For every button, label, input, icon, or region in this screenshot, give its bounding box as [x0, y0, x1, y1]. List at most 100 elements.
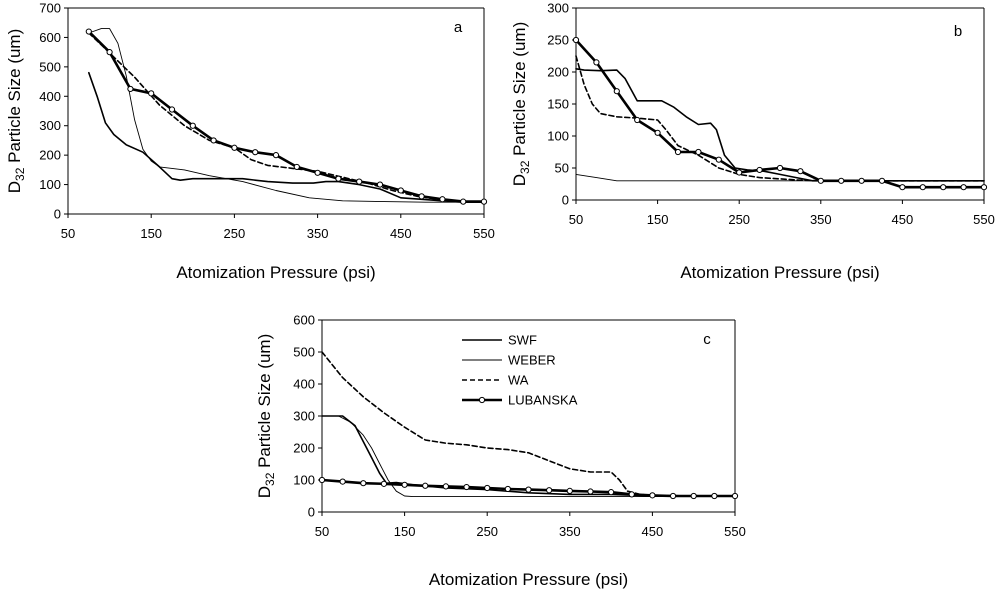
- series-marker-lubanska: [711, 492, 718, 500]
- x-axis-title: Atomization Pressure (psi): [429, 570, 628, 589]
- series-marker-lubanska: [85, 28, 92, 35]
- y-tick-label: 500: [39, 59, 61, 74]
- y-tick-label: 0: [308, 505, 315, 520]
- series-marker-lubanska: [695, 148, 702, 156]
- series-marker-lubanska: [634, 116, 641, 124]
- series-marker-lubanska: [858, 177, 865, 184]
- y-axis-title-prefix: D: [5, 181, 24, 193]
- x-tick-label: 350: [559, 524, 581, 539]
- series-marker-lubanska: [669, 492, 677, 500]
- series-line-swf: [575, 68, 985, 182]
- x-tick-label: 150: [140, 226, 162, 241]
- series-marker-lubanska: [504, 485, 511, 493]
- series-line-wa: [88, 32, 485, 203]
- x-tick-label: 50: [569, 212, 583, 227]
- series-marker-lubanska: [654, 129, 661, 136]
- y-axis-title-subscript: 32: [263, 472, 277, 486]
- x-tick-label: 550: [973, 212, 995, 227]
- series-line-weber: [575, 173, 985, 182]
- y-tick-label: 100: [547, 129, 569, 144]
- series-line-wa: [321, 351, 736, 497]
- x-tick-label: 150: [647, 212, 669, 227]
- panel-label: c: [703, 331, 711, 348]
- series-marker-lubanska: [463, 483, 470, 491]
- series-line-weber: [88, 28, 485, 203]
- series-marker-lubanska: [731, 492, 739, 500]
- x-tick-label: 450: [390, 226, 412, 241]
- x-tick-label: 50: [315, 524, 329, 539]
- y-tick-label: 100: [39, 177, 61, 192]
- series-marker-lubanska: [380, 480, 388, 487]
- x-tick-label: 250: [224, 226, 246, 241]
- y-axis-title-suffix: Particle Size (um): [510, 22, 529, 161]
- y-tick-label: 0: [54, 207, 61, 222]
- y-tick-label: 500: [293, 345, 315, 360]
- chart-panel-c: 0 100 200 300 400 500 600 50 150 250 350 450 550 Atom…: [255, 313, 746, 590]
- series-marker-lubanska: [252, 149, 259, 156]
- y-tick-label: 200: [547, 65, 569, 80]
- series-marker-lubanska: [480, 198, 488, 205]
- series-marker-lubanska: [736, 169, 743, 176]
- y-axis-title: D32 Particle Size (um): [255, 334, 277, 499]
- y-axis-title-prefix: D: [510, 174, 529, 186]
- series-marker-lubanska: [797, 168, 804, 175]
- x-tick-label: 350: [307, 226, 329, 241]
- y-tick-label: 700: [39, 1, 61, 16]
- series-marker-lubanska: [776, 164, 784, 172]
- series-marker-lubanska: [360, 480, 367, 487]
- series-marker-lubanska: [878, 177, 886, 184]
- series-marker-lubanska: [546, 487, 553, 494]
- series-marker-lubanska: [397, 187, 404, 194]
- series-marker-lubanska: [460, 198, 467, 205]
- series-line-weber: [321, 415, 736, 498]
- y-axis-title-subscript: 32: [518, 160, 532, 174]
- series-marker-lubanska: [401, 481, 408, 488]
- series-marker-lubanska: [587, 488, 594, 495]
- y-tick-label: 300: [39, 118, 61, 133]
- series-marker-lubanska: [210, 137, 217, 144]
- series-marker-lubanska: [148, 90, 155, 97]
- panel-label: a: [454, 19, 463, 36]
- series-marker-lubanska: [593, 59, 600, 66]
- series-marker-lubanska: [127, 85, 134, 93]
- y-tick-label: 0: [562, 193, 569, 208]
- series-marker-lubanska: [168, 106, 176, 113]
- y-tick-label: 200: [39, 148, 61, 163]
- series-marker-lubanska: [572, 36, 580, 44]
- series-marker-lubanska: [189, 122, 196, 129]
- y-axis-title-suffix: Particle Size (um): [255, 334, 274, 473]
- series-marker-lubanska: [314, 169, 321, 176]
- y-axis-title: D32 Particle Size (um): [510, 22, 532, 187]
- series-marker-lubanska: [484, 484, 491, 492]
- series-marker-lubanska: [613, 88, 620, 95]
- series-marker-lubanska: [318, 476, 326, 484]
- x-axis-title: Atomization Pressure (psi): [680, 263, 879, 282]
- x-tick-label: 550: [473, 226, 495, 241]
- series-line-lubanska: [87, 30, 486, 203]
- x-tick-label: 450: [892, 212, 914, 227]
- series-marker-lubanska: [628, 491, 635, 498]
- series-marker-lubanska: [356, 178, 363, 185]
- series-marker-lubanska: [919, 184, 926, 191]
- series-line-swf: [88, 71, 485, 203]
- x-tick-label: 150: [394, 524, 416, 539]
- series-marker-lubanska: [272, 152, 280, 159]
- x-tick-label: 50: [61, 226, 75, 241]
- y-tick-label: 300: [293, 409, 315, 424]
- y-tick-label: 600: [39, 30, 61, 45]
- series-marker-lubanska: [649, 492, 656, 499]
- y-tick-label: 400: [39, 89, 61, 104]
- series-marker-lubanska: [940, 184, 947, 191]
- x-tick-label: 250: [728, 212, 750, 227]
- series-marker-lubanska: [231, 144, 238, 151]
- y-tick-label: 250: [547, 33, 569, 48]
- series-marker-lubanska: [899, 184, 906, 191]
- y-tick-label: 150: [547, 97, 569, 112]
- panel-label: b: [954, 23, 962, 40]
- series-marker-lubanska: [980, 184, 988, 191]
- legend-label-lubanska: LUBANSKA: [508, 393, 578, 408]
- series-marker-lubanska: [293, 163, 300, 171]
- series-marker-lubanska: [756, 166, 763, 174]
